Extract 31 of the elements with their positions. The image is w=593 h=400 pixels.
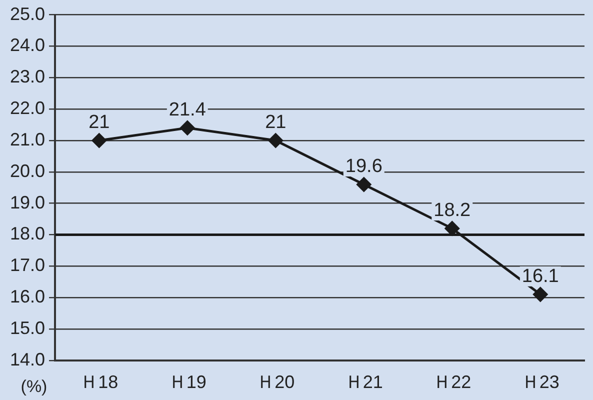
data-label: 18.2 [434,200,471,222]
y-tick-label: 15.0 [10,318,46,338]
y-tick-label: 20.0 [10,160,46,181]
x-tick-label: Ｈ22 [433,372,472,392]
y-tick-label: 19.0 [10,192,46,212]
y-axis-title: (%) [20,377,48,396]
data-label: 19.6 [345,156,382,178]
x-tick-label: Ｈ19 [168,372,206,392]
x-tick-label: Ｈ18 [80,372,118,392]
x-tick-label: Ｈ20 [256,372,295,392]
point [268,133,283,148]
y-tick-label: 16.0 [10,286,46,307]
point [180,120,195,136]
y-tick-label: 23.0 [10,66,46,87]
y-tick-label: 14.0 [10,349,46,370]
y-tick-label: 25.0 [10,4,46,24]
y-tick-label: 17.0 [10,255,46,276]
y-tick-label: 21.0 [10,129,46,150]
data-label: 21 [265,112,286,134]
x-tick-label: Ｈ21 [344,372,383,392]
y-tick-label: 22.0 [10,98,46,118]
point [356,177,372,192]
data-label: 16.1 [522,266,559,288]
point [444,221,460,236]
y-tick-label: 18.0 [10,224,46,244]
x-tick-label: Ｈ23 [521,372,560,392]
data-label: 21 [88,112,110,134]
point [92,133,106,148]
y-tick-label: 24.0 [10,35,46,56]
data-label: 21.4 [168,100,206,121]
point [533,287,548,302]
